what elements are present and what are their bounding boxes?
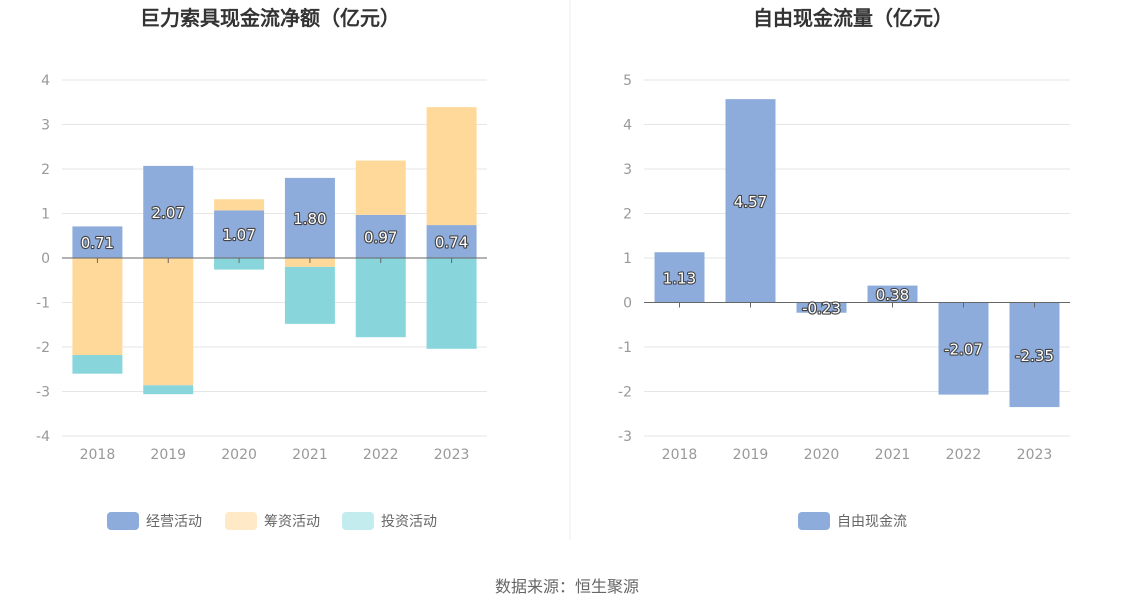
- left-legend[interactable]: 经营活动 筹资活动 投资活动: [107, 512, 437, 530]
- y-tick-label: 4: [41, 73, 50, 89]
- bar-left-s0-2019: [143, 165, 194, 258]
- data-label: 1.80: [293, 210, 326, 228]
- data-label: 0.74: [435, 234, 468, 252]
- left-data-labels: 0.71 2.07 1.07 1.80 0.97 0.74: [80, 203, 470, 253]
- bar-left-s0-2021: [284, 177, 335, 258]
- data-label: 0.38: [876, 286, 909, 304]
- data-label: 1.13: [663, 269, 696, 287]
- x-tick-label: 2021: [875, 447, 911, 463]
- bar-left-s1-2022: [355, 160, 406, 215]
- y-tick-label: 3: [623, 162, 632, 178]
- data-source: 数据来源：恒生聚源: [495, 577, 639, 596]
- y-tick-label: 3: [41, 118, 50, 134]
- x-tick-label: 2018: [662, 447, 698, 463]
- bar-right-s0-2023: [1009, 302, 1060, 408]
- y-tick-label: 2: [41, 162, 50, 178]
- left-chart-title: 巨力索具现金流净额（亿元）: [140, 6, 400, 30]
- legend-swatch: [798, 512, 830, 530]
- right-y-tick-labels: 5 4 3 2 1 0 -1 -2 -3: [618, 73, 632, 445]
- y-tick-label: 2: [623, 207, 632, 223]
- x-tick-label: 2020: [221, 447, 257, 463]
- legend-label: 自由现金流: [837, 514, 907, 530]
- y-tick-label: -2: [618, 385, 632, 401]
- y-tick-label: 5: [623, 73, 632, 89]
- y-tick-label: 1: [41, 207, 50, 223]
- data-label: -2.35: [1015, 347, 1054, 365]
- legend-label: 筹资活动: [264, 513, 320, 530]
- data-label: 4.57: [734, 193, 767, 211]
- left-x-axis: [62, 257, 487, 263]
- legend-swatch: [342, 512, 374, 530]
- bar-left-s2-2023: [426, 258, 477, 349]
- y-tick-label: -1: [618, 340, 632, 356]
- y-tick-label: -2: [36, 340, 50, 356]
- right-x-axis: [644, 302, 1070, 308]
- y-tick-label: -3: [36, 385, 50, 401]
- x-tick-label: 2022: [946, 447, 982, 463]
- x-tick-label: 2020: [804, 447, 840, 463]
- bar-left-s2-2018: [72, 355, 123, 374]
- bar-left-s2-2022: [355, 258, 406, 338]
- y-tick-label: -3: [618, 429, 632, 445]
- x-tick-label: 2018: [80, 447, 116, 463]
- data-label: -2.07: [944, 341, 983, 359]
- x-tick-label: 2023: [434, 447, 470, 463]
- bar-left-s0-2023: [426, 225, 477, 258]
- bar-left-s1-2023: [426, 107, 477, 226]
- data-label: -0.23: [802, 300, 841, 318]
- right-data-labels: 1.13 4.57 -0.23 0.38 -2.07 -2.35: [662, 192, 1055, 366]
- y-tick-label: 1: [623, 251, 632, 267]
- left-y-tick-labels: 4 3 2 1 0 -1 -2 -3 -4: [36, 73, 50, 445]
- bar-right-s0-2019: [725, 99, 776, 303]
- legend-label: 投资活动: [381, 514, 437, 530]
- bar-left-s2-2021: [284, 266, 335, 324]
- legend-label: 经营活动: [146, 514, 202, 530]
- right-gridlines: [644, 79, 1070, 437]
- data-label: 0.71: [81, 234, 114, 252]
- legend-swatch: [107, 512, 139, 530]
- x-tick-label: 2022: [363, 447, 399, 463]
- bar-left-s0-2020: [214, 210, 265, 258]
- data-label: 1.07: [222, 226, 255, 244]
- x-tick-label: 2019: [733, 447, 769, 463]
- data-label: 0.97: [364, 228, 397, 246]
- bar-left-s0-2018: [72, 226, 123, 258]
- y-tick-label: 4: [623, 118, 632, 134]
- y-tick-label: -1: [36, 296, 50, 312]
- bar-left-s2-2019: [143, 385, 194, 395]
- y-tick-label: 0: [623, 296, 632, 312]
- left-gridlines: [62, 79, 487, 437]
- bar-right-s0-2021: [867, 285, 918, 303]
- x-tick-label: 2019: [150, 447, 186, 463]
- bar-right-s0-2020: [796, 302, 847, 313]
- right-bars: [654, 99, 1060, 408]
- left-bars: [72, 107, 477, 395]
- bar-right-s0-2018: [654, 252, 705, 303]
- bar-left-s0-2022: [355, 214, 406, 258]
- left-x-tick-labels: 2018 2019 2020 2021 2022 2023: [80, 447, 470, 463]
- right-chart-title: 自由现金流量（亿元）: [753, 6, 953, 30]
- bar-left-s1-2018: [72, 258, 123, 356]
- data-label: 2.07: [152, 204, 185, 222]
- legend-swatch: [225, 512, 257, 530]
- y-tick-label: 0: [41, 251, 50, 267]
- right-x-tick-labels: 2018 2019 2020 2021 2022 2023: [662, 447, 1053, 463]
- right-legend[interactable]: 自由现金流: [798, 512, 907, 530]
- x-tick-label: 2021: [292, 447, 328, 463]
- bar-left-s2-2020: [214, 258, 265, 270]
- bar-right-s0-2022: [938, 302, 989, 395]
- y-tick-label: -4: [36, 429, 50, 445]
- bar-left-s1-2020: [214, 199, 265, 211]
- bar-left-s1-2019: [143, 258, 194, 386]
- x-tick-label: 2023: [1017, 447, 1053, 463]
